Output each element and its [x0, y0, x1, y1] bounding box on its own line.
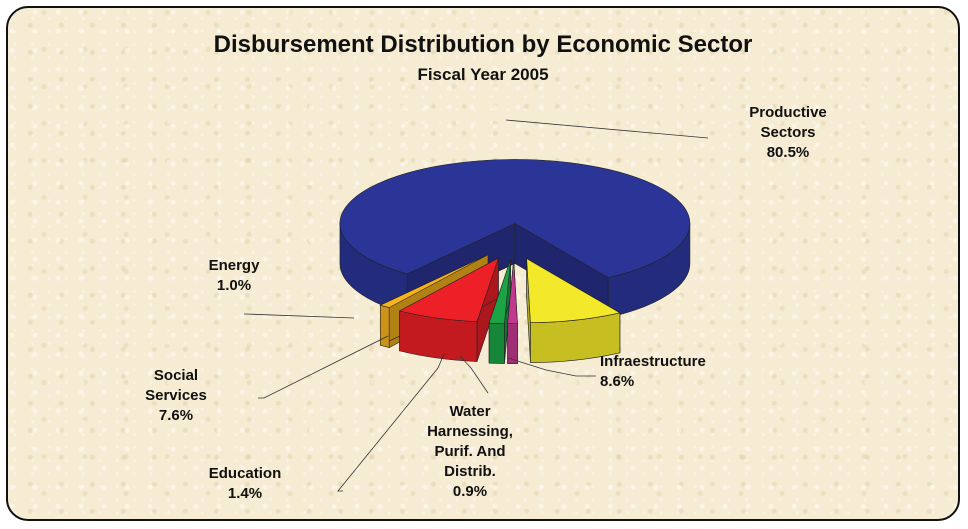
pie-chart: Disbursement Distribution by Economic Se…: [145, 31, 827, 502]
slice-name-4-line-1: Services: [145, 387, 207, 404]
leader-line-0: [505, 119, 709, 139]
pie-slice-1: [526, 258, 621, 363]
leader-line-5: [244, 313, 355, 319]
slice-name-2-line-3: Distrib.: [444, 463, 496, 480]
slice-name-4-line-0: Social: [154, 367, 198, 384]
slice-name-3-line-0: Education: [209, 465, 282, 482]
slice-name-5-line-0: Energy: [209, 257, 261, 274]
slice-name-1-line-0: Infraestructure: [600, 353, 706, 370]
slice-label-4: Social Services 7.6%: [145, 367, 207, 424]
slice-label-1: Infraestructure 8.6%: [600, 353, 706, 390]
slice-value-5: 1.0%: [217, 277, 251, 294]
pie-slice-1-top: [526, 258, 621, 323]
pie-slice-2: [507, 259, 518, 365]
slice-name-2-line-0: Water: [449, 403, 490, 420]
slice-label-3: Education 1.4%: [209, 465, 282, 502]
slice-name-0-line-1: Sectors: [760, 124, 815, 141]
slice-label-5: Energy 1.0%: [209, 257, 261, 294]
slice-value-2: 0.9%: [453, 483, 487, 500]
slice-label-2: Water Harnessing, Purif. And Distrib. 0.9%: [427, 403, 513, 500]
slice-value-0: 80.5%: [767, 144, 810, 161]
pie-slice-5-top: [379, 254, 489, 308]
leader-line-1: [507, 357, 596, 377]
chart-frame: Disbursement Distribution by Economic Se…: [6, 6, 960, 521]
leader-line-4: [258, 335, 389, 399]
pie-slice-3-outer-wall-0: [488, 322, 505, 364]
pie-slice-3: [488, 259, 511, 364]
pie-slice-4: [398, 257, 499, 362]
leader-line-2: [459, 355, 489, 394]
slice-name-2-line-1: Harnessing,: [427, 423, 513, 440]
slice-label-0: Productive Sectors 80.5%: [749, 104, 827, 161]
pie-slice-5-outer-wall-0: [379, 304, 390, 348]
pie-slice-3-top: [488, 259, 511, 324]
leader-line-3: [337, 353, 445, 492]
slice-value-4: 7.6%: [159, 407, 193, 424]
pie-slice-4-top: [398, 257, 499, 322]
slice-value-1: 8.6%: [600, 373, 634, 390]
slice-value-3: 1.4%: [228, 485, 262, 502]
pie-slice-2-outer-wall-0: [507, 323, 518, 365]
slice-name-0-line-0: Productive: [749, 104, 827, 121]
pie-slice-0-top: [339, 159, 691, 278]
pie-slice-2-top: [507, 259, 518, 325]
chart-subtitle: Fiscal Year 2005: [417, 65, 548, 84]
pie-slice-0: [339, 159, 691, 319]
chart-title: Disbursement Distribution by Economic Se…: [214, 31, 753, 58]
slice-name-2-line-2: Purif. And: [434, 443, 505, 460]
